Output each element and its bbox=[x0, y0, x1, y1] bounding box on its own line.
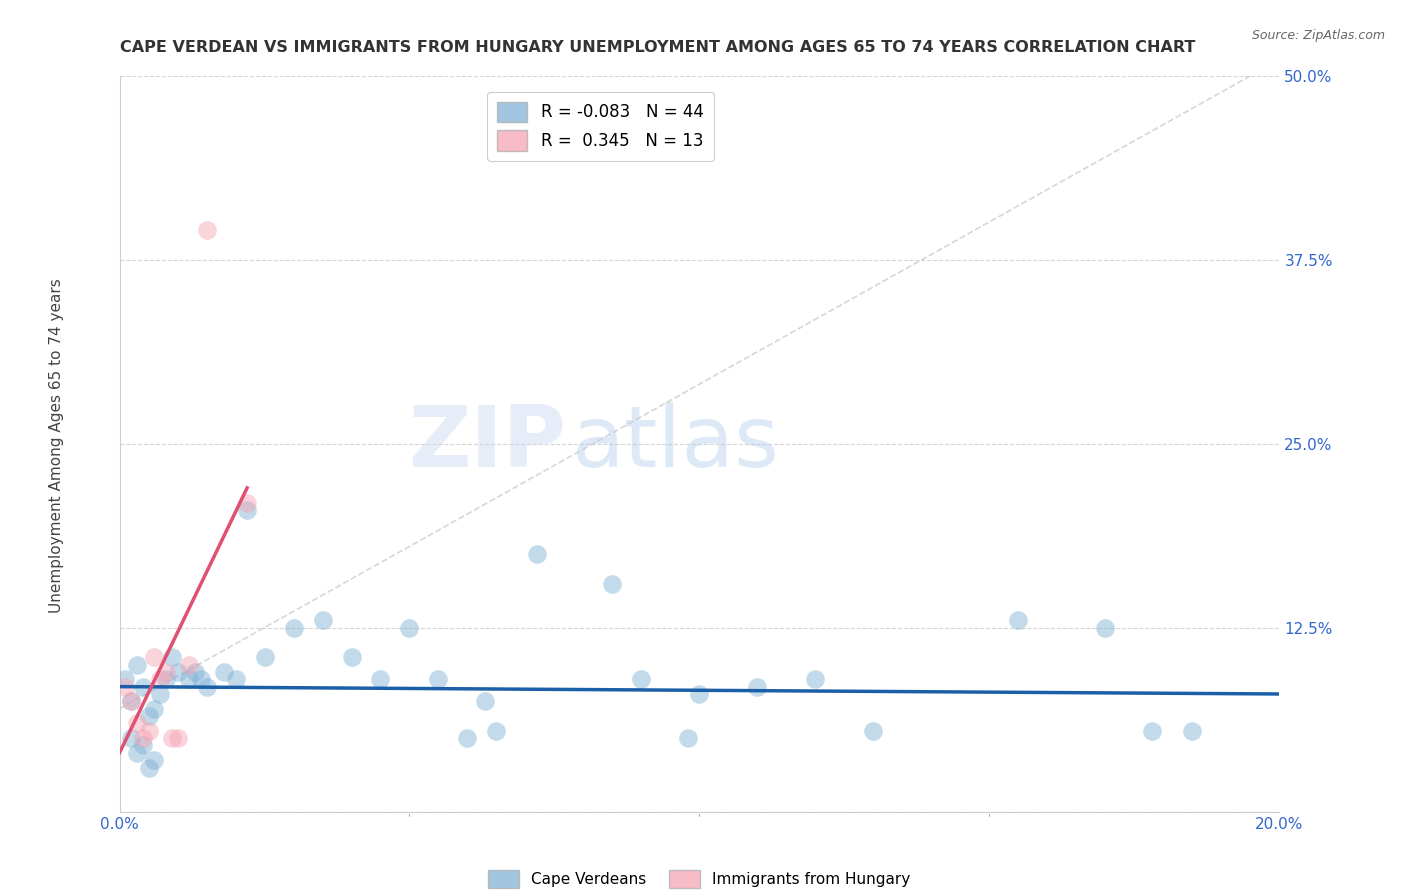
Point bbox=[166, 665, 188, 679]
Point bbox=[114, 680, 136, 694]
Legend: Cape Verdeans, Immigrants from Hungary: Cape Verdeans, Immigrants from Hungary bbox=[482, 863, 917, 892]
Point bbox=[1007, 614, 1029, 628]
Point bbox=[485, 723, 508, 738]
Point bbox=[125, 746, 148, 760]
Point bbox=[1140, 723, 1163, 738]
Point bbox=[212, 665, 235, 679]
Point bbox=[132, 731, 155, 746]
Point bbox=[456, 731, 478, 746]
Point bbox=[138, 760, 160, 774]
Point bbox=[179, 657, 201, 672]
Point bbox=[155, 673, 177, 687]
Point bbox=[225, 673, 247, 687]
Point bbox=[427, 673, 450, 687]
Point bbox=[132, 739, 155, 753]
Point bbox=[125, 657, 148, 672]
Text: CAPE VERDEAN VS IMMIGRANTS FROM HUNGARY UNEMPLOYMENT AMONG AGES 65 TO 74 YEARS C: CAPE VERDEAN VS IMMIGRANTS FROM HUNGARY … bbox=[120, 40, 1195, 55]
Point bbox=[138, 709, 160, 723]
Point bbox=[311, 614, 333, 628]
Point bbox=[689, 687, 711, 701]
Point bbox=[143, 650, 166, 665]
Point bbox=[120, 694, 142, 708]
Point bbox=[236, 503, 259, 517]
Point bbox=[149, 673, 172, 687]
Point bbox=[120, 731, 142, 746]
Point bbox=[160, 731, 183, 746]
Point bbox=[526, 547, 548, 561]
Point bbox=[1094, 621, 1116, 635]
Point bbox=[236, 496, 259, 510]
Point bbox=[1181, 723, 1204, 738]
Point bbox=[120, 694, 142, 708]
Point bbox=[474, 694, 496, 708]
Point bbox=[166, 731, 188, 746]
Point bbox=[149, 687, 172, 701]
Point bbox=[195, 680, 218, 694]
Point bbox=[184, 665, 207, 679]
Text: Unemployment Among Ages 65 to 74 years: Unemployment Among Ages 65 to 74 years bbox=[49, 278, 63, 614]
Point bbox=[747, 680, 769, 694]
Point bbox=[138, 723, 160, 738]
Point bbox=[155, 665, 177, 679]
Point bbox=[195, 223, 218, 237]
Point bbox=[804, 673, 827, 687]
Point bbox=[398, 621, 420, 635]
Point bbox=[143, 701, 166, 715]
Point bbox=[862, 723, 884, 738]
Point bbox=[160, 650, 183, 665]
Point bbox=[143, 753, 166, 767]
Text: Source: ZipAtlas.com: Source: ZipAtlas.com bbox=[1251, 29, 1385, 42]
Text: ZIP: ZIP bbox=[408, 402, 567, 485]
Point bbox=[676, 731, 699, 746]
Text: atlas: atlas bbox=[572, 402, 780, 485]
Point bbox=[114, 673, 136, 687]
Point bbox=[283, 621, 305, 635]
Point bbox=[602, 576, 624, 591]
Point bbox=[340, 650, 363, 665]
Point bbox=[179, 673, 201, 687]
Point bbox=[132, 680, 155, 694]
Point bbox=[125, 716, 148, 731]
Point bbox=[190, 673, 212, 687]
Point bbox=[370, 673, 392, 687]
Point bbox=[253, 650, 276, 665]
Point bbox=[630, 673, 652, 687]
